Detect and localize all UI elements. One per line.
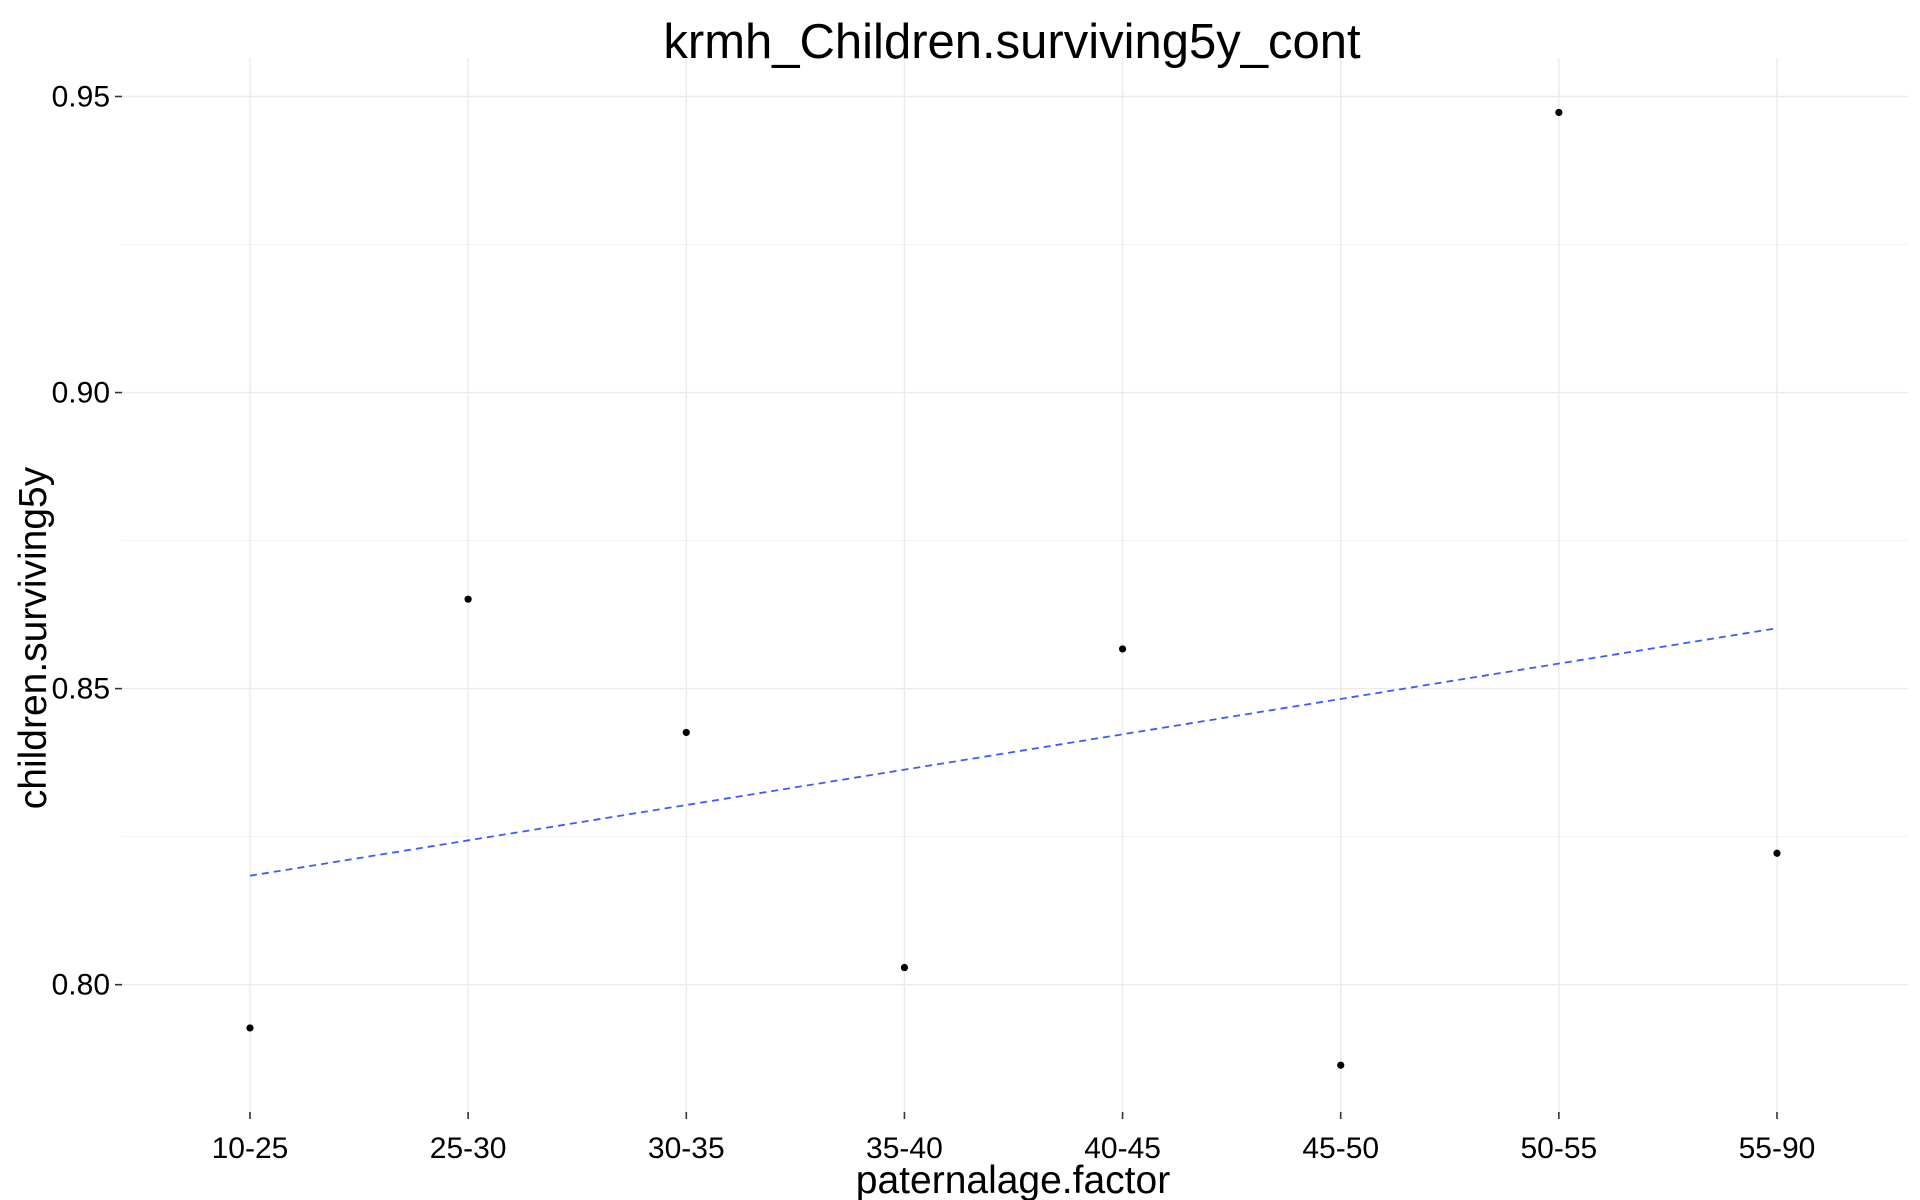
data-point-40-45	[1118, 645, 1127, 653]
points-layer	[246, 108, 1781, 1069]
x-tick-label: 40-45	[1084, 1132, 1161, 1165]
y-tick-label: 0.85	[52, 673, 110, 706]
data-point-30-35	[682, 728, 690, 737]
y-tick-label: 0.95	[52, 80, 110, 113]
x-axis: 10-25 25-30 30-35 35-40 40-45 45-50 50-55 55-90	[212, 1112, 1816, 1165]
data-point-10-25	[246, 1024, 254, 1032]
data-point-35-40	[900, 963, 909, 972]
x-tick-label: 25-30	[430, 1132, 507, 1165]
chart-title: krmh_Children.surviving5y_cont	[663, 15, 1361, 69]
data-point-50-55	[1555, 108, 1563, 117]
x-tick-label: 30-35	[648, 1132, 725, 1165]
y-axis-title: children.surviving5y	[12, 466, 55, 809]
grid-layer	[122, 58, 1908, 1112]
y-tick-label: 0.80	[52, 969, 110, 1002]
trend-layer	[249, 627, 1778, 877]
x-tick-label: 10-25	[212, 1132, 289, 1165]
trend-line	[249, 627, 1778, 877]
x-axis-title: paternalage.factor	[856, 1159, 1170, 1200]
x-tick-label: 50-55	[1520, 1132, 1597, 1165]
x-tick-label: 35-40	[866, 1132, 943, 1165]
y-tick-label: 0.90	[52, 377, 110, 410]
x-tick-label: 45-50	[1302, 1132, 1379, 1165]
x-tick-label: 55-90	[1739, 1132, 1816, 1165]
y-axis: 0.80 0.85 0.90 0.95	[52, 80, 122, 1002]
data-point-25-30	[464, 595, 472, 603]
data-point-55-90	[1773, 849, 1781, 857]
data-point-45-50	[1337, 1061, 1345, 1069]
